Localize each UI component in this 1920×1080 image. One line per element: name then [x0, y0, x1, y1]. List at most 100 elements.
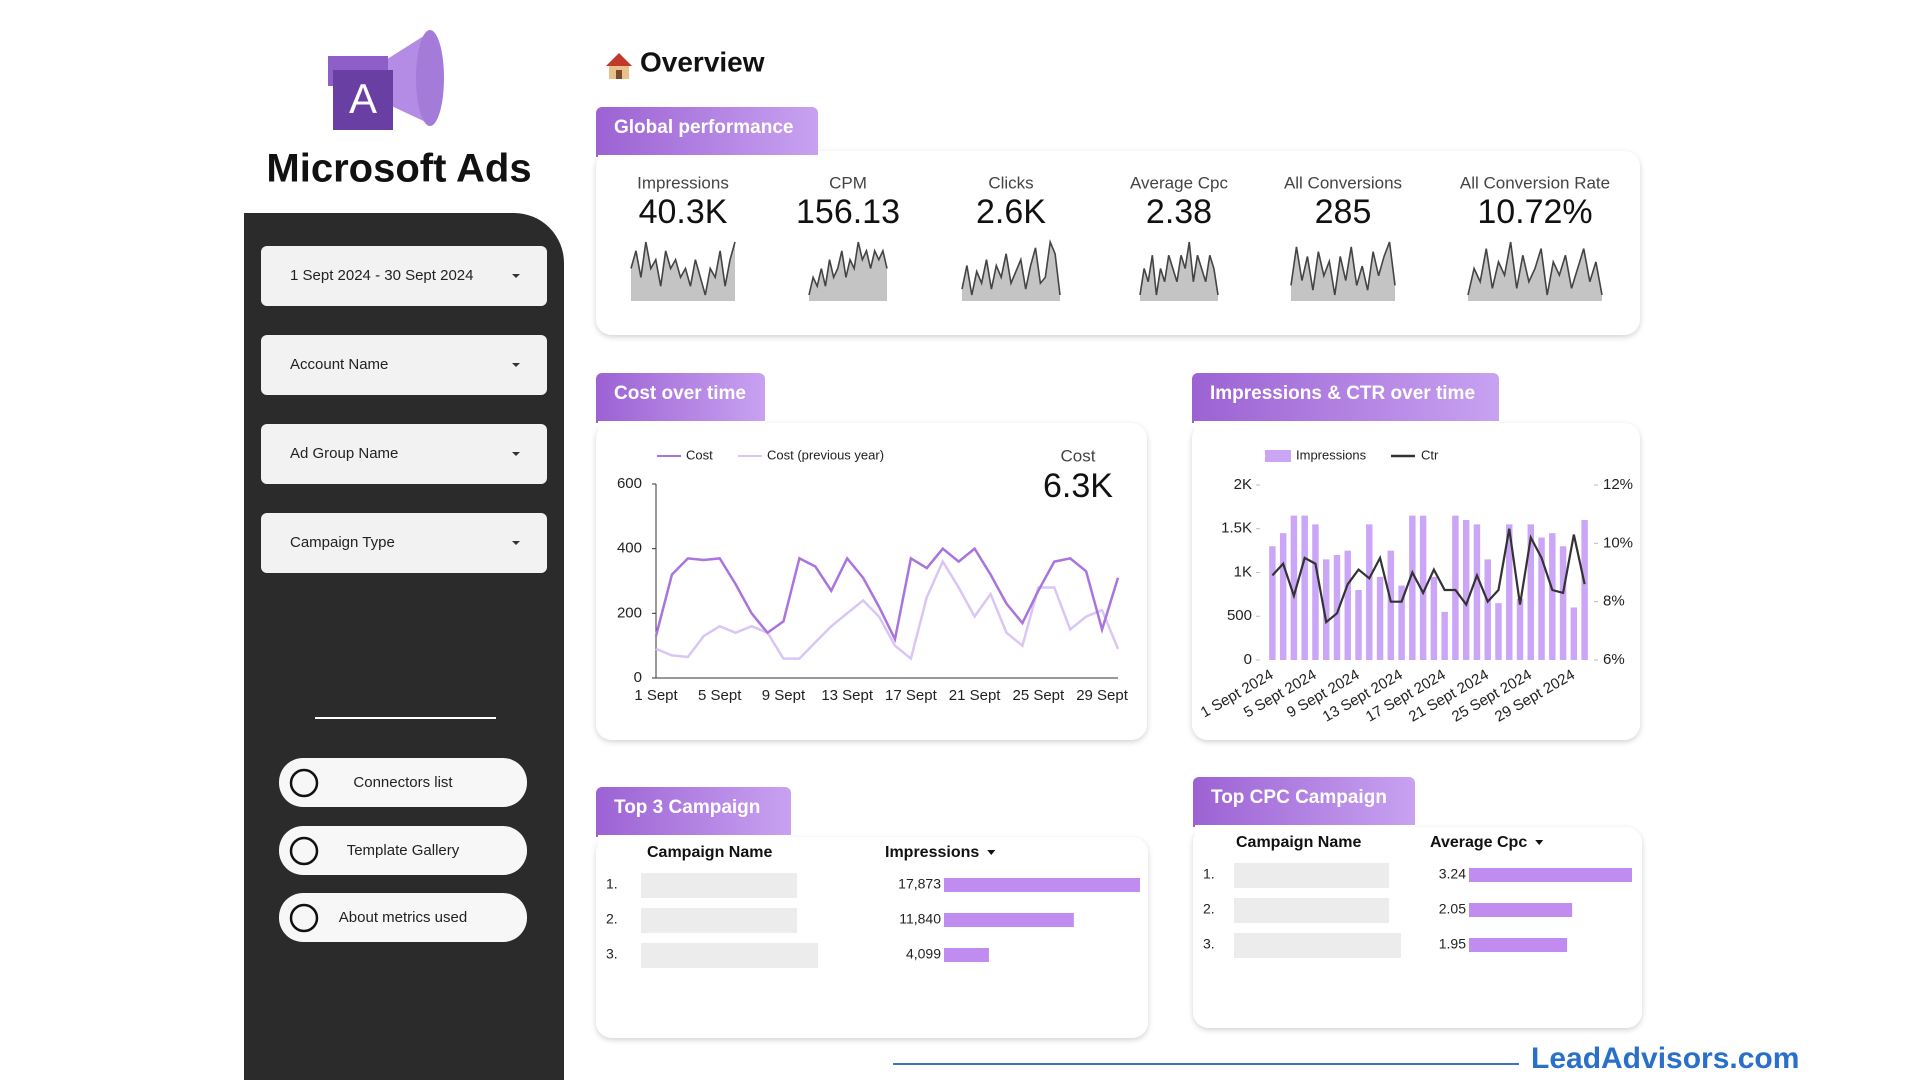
- dropdown-arrow: [512, 541, 520, 545]
- sparkline: [961, 238, 1061, 296]
- bar: [1301, 515, 1308, 660]
- card: [596, 837, 1148, 1038]
- card-tab: [596, 787, 791, 837]
- row-rank: 3.: [1203, 936, 1215, 952]
- kpi-value: 156.13: [796, 193, 900, 231]
- bar: [1495, 603, 1502, 660]
- card-tab: [596, 107, 818, 157]
- line-series: [654, 546, 1120, 644]
- x-tick-label: 9 Sept: [762, 687, 806, 704]
- bar: [1387, 550, 1395, 660]
- x-tick-label: 29 Sept: [1076, 687, 1129, 704]
- button-icon: [289, 836, 319, 866]
- bar: [1549, 533, 1556, 660]
- bar: [1469, 868, 1632, 882]
- row-value: 11,840: [899, 911, 941, 927]
- y-tick-label: 500: [1227, 607, 1252, 624]
- bar: [1527, 524, 1535, 660]
- kpi-label: CPM: [829, 173, 867, 192]
- bar: [1376, 576, 1384, 660]
- kpi-label: Clicks: [988, 173, 1033, 192]
- bar: [1570, 607, 1578, 660]
- x-tick-label: 17 Sept: [885, 687, 938, 704]
- row-rank: 3.: [606, 946, 618, 962]
- row-value: 2.05: [1439, 901, 1466, 917]
- filter-dropdown[interactable]: [261, 513, 547, 573]
- row-rank: 1.: [606, 876, 618, 892]
- bar: [944, 878, 1140, 892]
- y-tick-label: 0: [1244, 651, 1252, 668]
- x-tick-label: 1 Sept: [634, 687, 678, 704]
- campaign-placeholder: [1234, 863, 1389, 888]
- bar: [1269, 546, 1276, 660]
- row-rank: 2.: [1203, 901, 1215, 917]
- filter-label: Account Name: [290, 356, 388, 373]
- campaign-placeholder: [641, 908, 797, 933]
- filter-dropdown[interactable]: [261, 335, 547, 395]
- card-title: Impressions & CTR over time: [1210, 383, 1475, 404]
- kpi-value: 10.72%: [1477, 193, 1592, 231]
- bar: [1559, 546, 1567, 660]
- sparkline-area: [631, 242, 735, 301]
- y2-tick-label: 12%: [1603, 476, 1633, 493]
- button-icon: [289, 768, 319, 798]
- bar: [1516, 598, 1524, 660]
- bar: [1469, 903, 1573, 917]
- footer-brand: LeadAdvisors.com: [1531, 1042, 1799, 1075]
- bar: [1290, 515, 1298, 660]
- card-tab: [596, 373, 765, 423]
- dropdown-arrow: [512, 452, 520, 456]
- y-tick-label: 600: [617, 475, 642, 492]
- legend-swatch: [1265, 450, 1291, 462]
- card-title: Top 3 Campaign: [614, 797, 760, 818]
- bar: [1473, 524, 1481, 660]
- y2-tick-label: 10%: [1603, 534, 1633, 551]
- button-icon: [289, 903, 319, 933]
- card-tab-cover: [1195, 825, 1415, 837]
- filter-dropdown[interactable]: [261, 424, 547, 484]
- sparkline-area: [1468, 242, 1602, 301]
- y-tick-label: 1K: [1234, 563, 1252, 580]
- sort-arrow: [987, 850, 996, 855]
- sparkline: [1290, 241, 1396, 296]
- button-label: About metrics used: [339, 909, 467, 926]
- y-tick-label: 2K: [1234, 476, 1252, 493]
- x-tick-label: 21 Sept: [949, 687, 1002, 704]
- kpi-label: All Conversions: [1284, 173, 1402, 192]
- y2-tick-label: 6%: [1603, 651, 1625, 668]
- bar: [1322, 559, 1330, 660]
- row-value: 3.24: [1439, 866, 1466, 882]
- x-tick-label: 25 Sept: [1012, 687, 1065, 704]
- sidebar-button[interactable]: [279, 893, 527, 942]
- column-header: Impressions: [885, 844, 979, 861]
- bar: [1462, 520, 1470, 660]
- sidebar-button[interactable]: [279, 826, 527, 875]
- column-header: Average Cpc: [1430, 834, 1527, 851]
- filter-label: Campaign Type: [290, 534, 395, 551]
- legend-label: Cost (previous year): [767, 447, 884, 462]
- kpi-value: 285: [1315, 193, 1372, 231]
- filter-dropdown[interactable]: [261, 246, 547, 306]
- sidebar-button[interactable]: [279, 758, 527, 807]
- kpi-value: 2.6K: [976, 193, 1046, 231]
- column-header: Campaign Name: [647, 844, 772, 861]
- bar: [1312, 524, 1319, 660]
- logo-letter: A: [349, 75, 377, 122]
- card: [1193, 827, 1642, 1028]
- bar: [1398, 585, 1405, 660]
- card-tab: [1192, 373, 1499, 423]
- dropdown-arrow: [512, 274, 520, 278]
- sort-arrow: [1535, 840, 1544, 845]
- row-value: 4,099: [906, 946, 941, 962]
- bar: [944, 913, 1074, 927]
- kpi-value: 2.38: [1146, 193, 1212, 231]
- filter-label: Ad Group Name: [290, 445, 398, 462]
- kpi-label: Average Cpc: [1130, 173, 1228, 192]
- sparkline: [808, 241, 888, 296]
- campaign-placeholder: [1234, 898, 1389, 923]
- bar: [1409, 515, 1416, 660]
- y-tick-label: 200: [617, 604, 642, 621]
- bar: [1355, 590, 1362, 660]
